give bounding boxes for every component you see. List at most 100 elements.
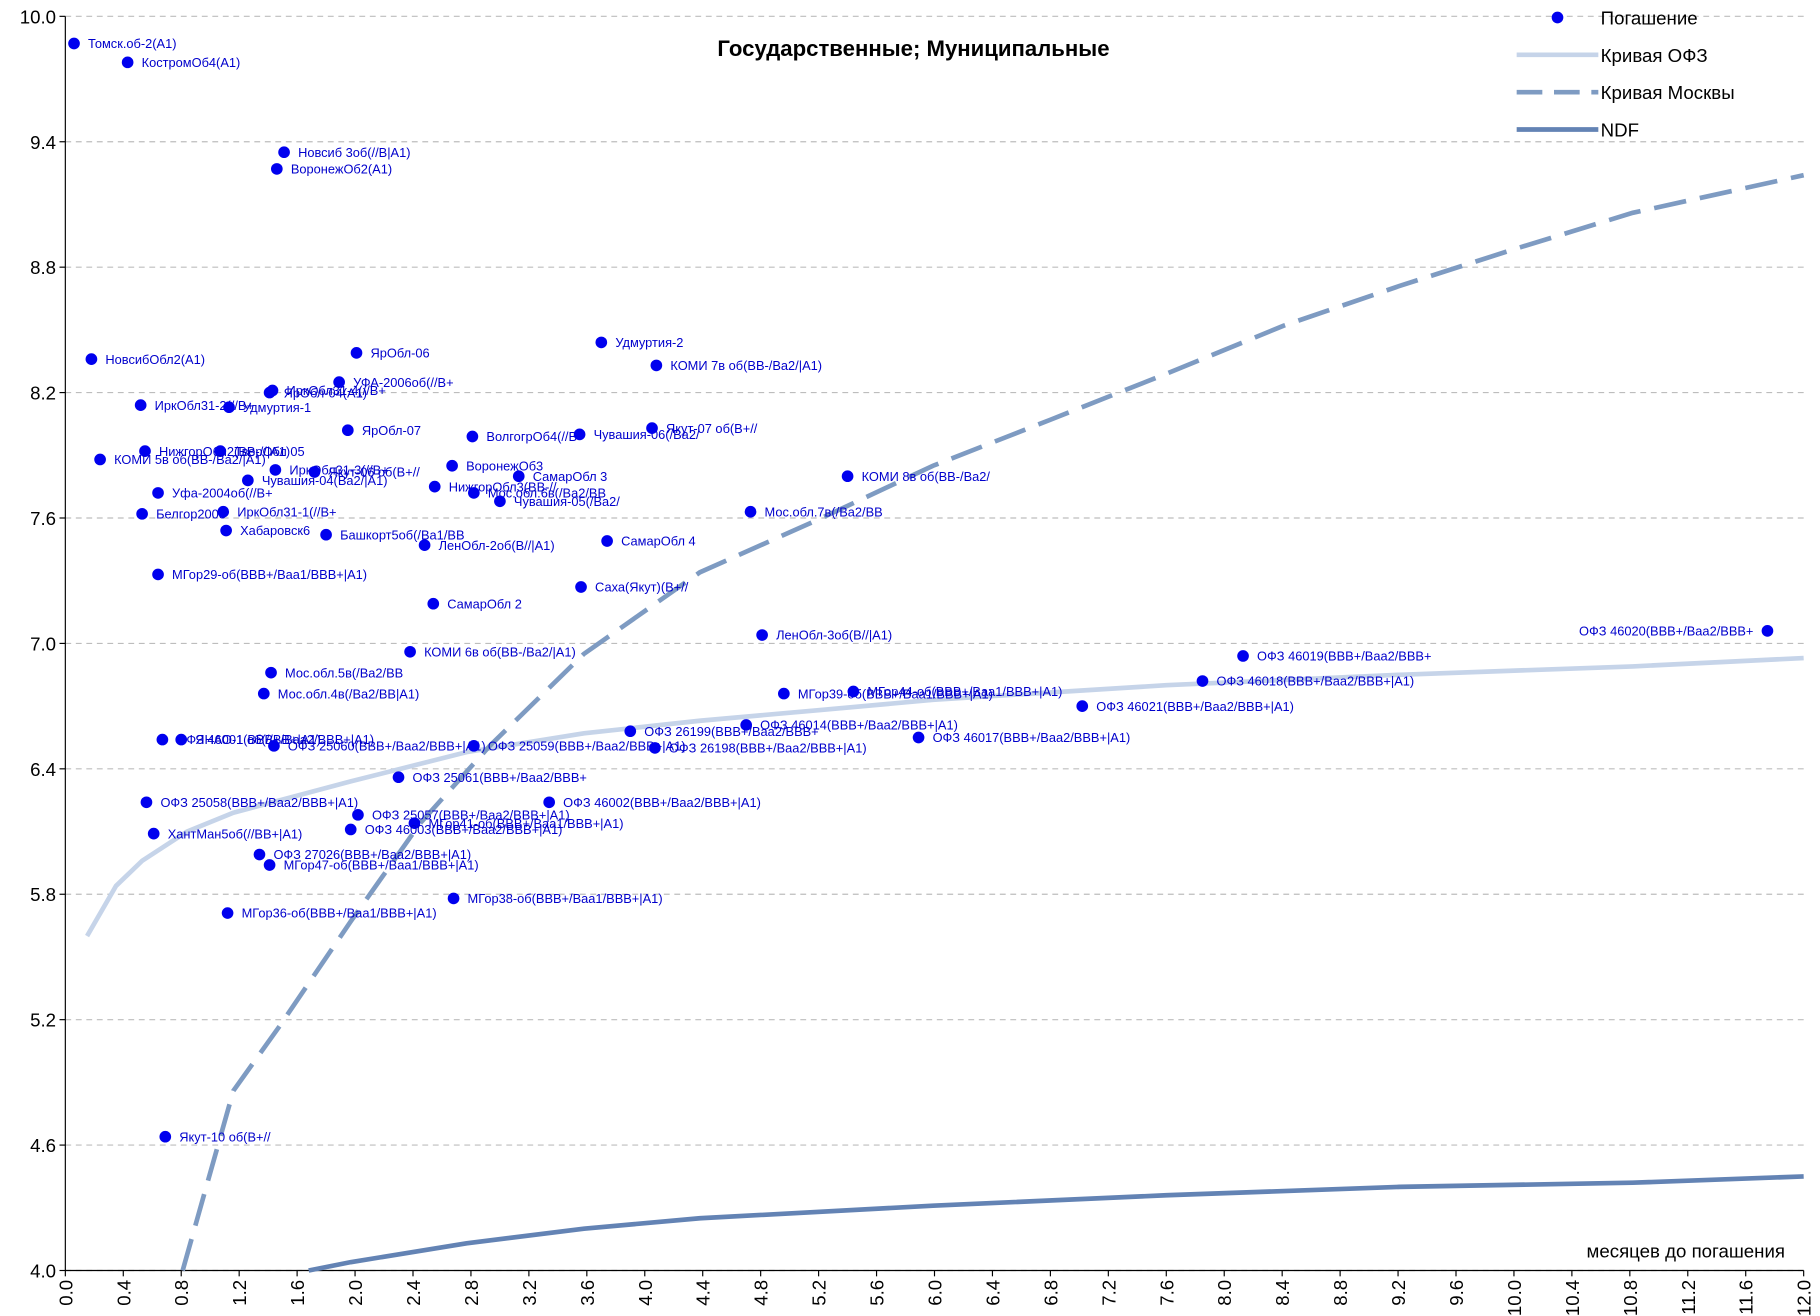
x-axis-label: месяцев до погашения bbox=[1587, 1241, 1785, 1262]
x-tick-label: 5.2 bbox=[809, 1280, 830, 1306]
x-tick-label: 11.6 bbox=[1736, 1280, 1757, 1315]
point bbox=[175, 733, 188, 746]
point bbox=[94, 453, 106, 466]
point-label: КОМИ 5в об(ВВ-/Ва2/|А1) bbox=[114, 452, 266, 467]
point-label: ЯНАО-1 об(//ВВ+|А1) bbox=[195, 732, 321, 747]
point bbox=[841, 470, 854, 483]
x-tick-label: 4.0 bbox=[635, 1280, 656, 1306]
point-label: МГор36-об(ВВВ+/Ваа1/ВВВ+|А1) bbox=[242, 906, 437, 921]
point-label: ЛенОбл-3об(В//|А1) bbox=[776, 628, 892, 643]
x-tick-label: 2.8 bbox=[461, 1280, 482, 1306]
point-label: ОФЗ 26198(ВВВ+/Ваа2/ВВВ+|А1) bbox=[669, 741, 867, 756]
point bbox=[263, 386, 276, 399]
point bbox=[270, 163, 283, 175]
x-tick-label: 1.2 bbox=[229, 1280, 250, 1306]
point-label: ОФЗ 46014(ВВВ+/Ваа2/ВВВ+|А1) bbox=[760, 718, 958, 733]
x-tick-label: 6.4 bbox=[982, 1280, 1003, 1306]
point-label: ОФЗ 46003(ВВВ+/Ваа2/ВВВ+|А1) bbox=[365, 822, 563, 837]
point-label: КОМИ 8в об(ВВ-/Ва2/ bbox=[862, 469, 991, 484]
point-label: ОФЗ 27026(ВВВ+/Ваа2/ВВВ+|А1) bbox=[273, 847, 471, 862]
point-label: Якут-07 об(В+// bbox=[666, 421, 758, 436]
point-label: ЯрОбл-06 bbox=[371, 346, 430, 361]
point-label: Мос.обл.7в(/Ва2/ВВ bbox=[765, 504, 883, 519]
point-label: Башкорт5об(/Ва1/ВВ bbox=[340, 527, 464, 542]
curve bbox=[180, 172, 1805, 1272]
chart-title: Государственные; Муниципальные bbox=[717, 36, 1109, 61]
point bbox=[85, 353, 98, 365]
point-label: ИркОбл31-1(//В+ bbox=[237, 504, 336, 519]
point bbox=[220, 524, 232, 537]
y-tick-label: 4.0 bbox=[30, 1261, 56, 1282]
point-label: СамарОбл 2 bbox=[447, 596, 522, 611]
point-label: МГор39-об(ВВВ+/Ваа1/ВВВ+|А1) bbox=[798, 686, 993, 701]
x-tick-label: 5.6 bbox=[867, 1280, 888, 1306]
x-tick-label: 8.0 bbox=[1214, 1280, 1235, 1306]
legend-marker bbox=[1551, 11, 1564, 24]
point bbox=[446, 459, 458, 472]
point-label: МГор47-об(ВВВ+/Ваа1/ВВВ+|А1) bbox=[284, 858, 479, 873]
curve bbox=[308, 1174, 1804, 1273]
x-tick-label: 9.6 bbox=[1446, 1280, 1467, 1306]
point-label: ОФЗ 25057(ВВВ+/Ваа2/ВВВ+|А1) bbox=[372, 807, 570, 822]
point-label: ЯрОбл-04(А1) bbox=[284, 385, 367, 400]
point bbox=[257, 687, 270, 700]
point-label: Чувашия-06(/Ва2/ bbox=[594, 427, 700, 442]
point bbox=[333, 376, 345, 388]
point bbox=[265, 666, 277, 679]
x-tick-label: 8.8 bbox=[1330, 1280, 1351, 1306]
point bbox=[308, 466, 321, 478]
point bbox=[344, 823, 357, 836]
x-tick-label: 0.8 bbox=[171, 1280, 192, 1306]
point-label: ОФЗ 25059(ВВВ+/Ваа2/ВВВ+|А1) bbox=[488, 739, 686, 754]
point bbox=[221, 907, 234, 919]
y-tick-label: 5.2 bbox=[30, 1010, 56, 1031]
point bbox=[778, 687, 790, 700]
y-tick-label: 10.0 bbox=[20, 6, 56, 27]
point-label: Якут-06 об(В+// bbox=[328, 465, 420, 480]
point bbox=[269, 464, 282, 476]
point bbox=[847, 685, 860, 698]
point-label: ИркОбл31-2(//В+ bbox=[155, 398, 254, 413]
point-label: ХантМан5об(//ВВ+|А1) bbox=[168, 826, 303, 841]
point bbox=[156, 733, 169, 746]
point bbox=[242, 474, 254, 487]
point bbox=[650, 359, 663, 372]
point bbox=[601, 535, 613, 547]
point bbox=[447, 892, 460, 905]
point bbox=[468, 487, 480, 499]
point bbox=[575, 581, 587, 593]
point bbox=[392, 771, 405, 784]
point-label: ОФЗ 46001(ВВВ+/Ваа2/ВВВ+|А1) bbox=[176, 732, 374, 747]
point-label: Саха(Якут)(В+// bbox=[595, 580, 689, 595]
point-label: Хабаровск6 bbox=[240, 523, 310, 538]
point bbox=[350, 347, 363, 359]
x-tick-label: 10.8 bbox=[1620, 1280, 1641, 1316]
x-tick-label: 9.2 bbox=[1388, 1280, 1409, 1306]
point bbox=[68, 37, 80, 50]
point-label: Томск.об-2(А1) bbox=[88, 36, 177, 51]
point-label: МГор44-об(ВВВ+/Ваа1/ВВВ+|А1) bbox=[867, 684, 1062, 699]
point bbox=[341, 424, 354, 437]
point-label: КОМИ 7в об(ВВ-/Ва2/|А1) bbox=[670, 358, 822, 373]
point-label: ВоронежОб2(А1) bbox=[291, 162, 392, 177]
point-label: ОФЗ 46019(ВВВ+/Ваа2/ВВВ+ bbox=[1257, 649, 1431, 664]
point-label: ОФЗ 46020(ВВВ+/Ваа2/ВВВ+ bbox=[1579, 624, 1753, 639]
point-label: МГор29-об(ВВВ+/Ваа1/ВВВ+|А1) bbox=[172, 567, 367, 582]
y-tick-label: 4.6 bbox=[30, 1135, 56, 1156]
point-label: КостромОб4(А1) bbox=[142, 55, 241, 70]
point-label: ОФЗ 46021(ВВВ+/Ваа2/ВВВ+|А1) bbox=[1096, 699, 1294, 714]
x-tick-label: 11.2 bbox=[1678, 1280, 1699, 1315]
point-label: УФА-2006об(//В+ bbox=[353, 375, 454, 390]
point-label: ОФЗ 25060(ВВВ+/Ваа2/ВВВ+|А1) bbox=[288, 739, 486, 754]
point bbox=[217, 505, 230, 518]
point-label: Удмуртия-1 bbox=[243, 400, 311, 415]
legend-label: Кривая Москвы bbox=[1601, 82, 1735, 103]
point-label: НовсибОбл2(А1) bbox=[105, 352, 205, 367]
point-label: ОФЗ 46017(ВВВ+/Ваа2/ВВВ+|А1) bbox=[933, 730, 1131, 745]
x-tick-label: 12.0 bbox=[1794, 1280, 1815, 1316]
y-tick-label: 9.4 bbox=[30, 132, 56, 153]
point bbox=[649, 742, 661, 754]
x-tick-label: 0.0 bbox=[55, 1280, 76, 1306]
legend-label: Погашение bbox=[1601, 8, 1698, 29]
